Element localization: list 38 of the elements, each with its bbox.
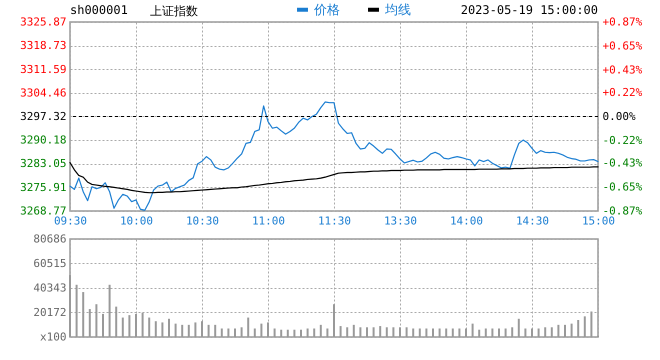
y2-tick-label: +0.87% xyxy=(602,16,643,28)
x-tick-label: 13:30 xyxy=(384,214,418,228)
y2-tick-label: -0.22% xyxy=(602,134,643,147)
y2-tick-label: -0.43% xyxy=(602,156,643,170)
y-tick-label: 3275.91 xyxy=(20,180,66,194)
y-tick-label: 3318.73 xyxy=(20,39,66,52)
y2-tick-label: +0.22% xyxy=(602,86,643,100)
y2-tick-label: +0.43% xyxy=(602,63,643,76)
y-tick-label: 3297.32 xyxy=(20,110,66,123)
legend-label: 均线 xyxy=(384,2,411,18)
y-tick-label: 3304.46 xyxy=(20,86,66,100)
x-tick-label: 09:30 xyxy=(54,214,88,228)
x-tick-label: 10:00 xyxy=(120,214,154,228)
y2-tick-label: -0.87% xyxy=(602,204,643,218)
y-tick-label: 60515 xyxy=(33,257,66,270)
x-tick-label: 10:30 xyxy=(186,214,220,228)
text: 2023-05-19 15:00:00 xyxy=(460,3,598,17)
x-tick-label: 11:00 xyxy=(252,214,286,228)
chart-subtitle: sh000001 xyxy=(70,3,128,17)
y-tick-label: 3311.59 xyxy=(20,62,66,76)
x-tick-label: 14:30 xyxy=(516,214,550,228)
x-tick-label: 14:00 xyxy=(450,214,484,228)
chart-title: 上证指数 xyxy=(150,3,198,20)
y2-tick-label: +0.65% xyxy=(602,39,643,52)
y-tick-label: 3290.18 xyxy=(20,134,66,147)
y-tick-label: 3325.87 xyxy=(20,16,66,28)
y-tick-label: x100 xyxy=(40,330,66,344)
y2-tick-label: -0.65% xyxy=(602,180,643,194)
legend-label: 价格 xyxy=(313,2,340,18)
y-tick-label: 3283.05 xyxy=(20,157,66,170)
y-tick-label: 20172 xyxy=(33,306,66,319)
y-tick-label: 40343 xyxy=(33,282,66,294)
y-tick-label: 80686 xyxy=(33,232,66,246)
y2-tick-label: 0.00% xyxy=(602,110,636,123)
y-tick-label: 3268.77 xyxy=(20,204,66,218)
line-series xyxy=(69,162,599,194)
x-tick-label: 11:30 xyxy=(318,214,352,228)
x-tick-label: 15:00 xyxy=(582,214,616,228)
